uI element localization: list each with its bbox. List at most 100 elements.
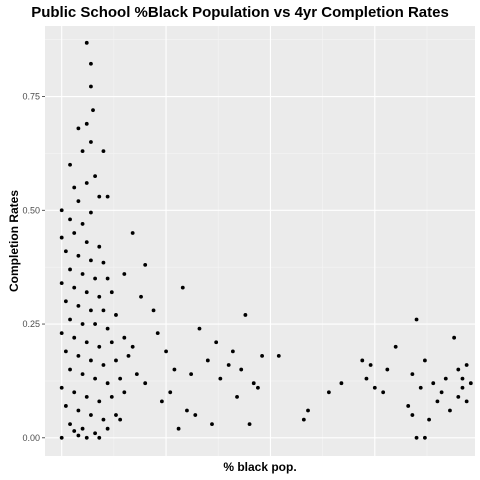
data-point (159, 399, 164, 404)
data-point (118, 376, 123, 381)
data-point (109, 290, 114, 295)
data-point (406, 404, 411, 408)
data-point (230, 349, 235, 354)
data-point (101, 363, 106, 367)
data-point (410, 413, 415, 417)
data-point (423, 435, 427, 440)
data-point (105, 426, 110, 431)
data-point (89, 413, 93, 417)
data-point (423, 358, 427, 363)
data-point (84, 40, 89, 45)
data-point (59, 281, 64, 285)
data-point (130, 344, 135, 349)
y-tick-label: 0.75 (22, 92, 40, 102)
data-point (109, 394, 114, 399)
data-point (59, 208, 64, 213)
data-point (385, 367, 390, 372)
data-point (97, 399, 102, 404)
data-point (180, 285, 185, 290)
data-point (368, 363, 373, 367)
data-point (63, 249, 68, 254)
data-point (97, 244, 102, 249)
data-point (306, 408, 310, 413)
data-point (205, 358, 210, 363)
data-point (80, 372, 85, 376)
data-points (59, 40, 473, 440)
data-point (59, 435, 64, 440)
data-point (464, 363, 469, 367)
data-point (122, 335, 127, 340)
data-point (105, 276, 110, 281)
data-point (59, 235, 64, 240)
data-point (68, 162, 72, 167)
data-point (89, 358, 93, 363)
data-point (59, 385, 64, 390)
data-point (76, 199, 81, 204)
data-point (122, 272, 127, 276)
y-tick-label: 0.50 (22, 205, 40, 215)
data-point (63, 404, 68, 408)
data-point (464, 399, 469, 404)
data-point (168, 390, 173, 395)
data-point (68, 267, 72, 272)
data-point (72, 429, 77, 433)
data-point (89, 84, 93, 89)
data-point (364, 376, 369, 381)
data-point (93, 276, 97, 281)
data-point (414, 435, 419, 440)
data-point (63, 299, 68, 304)
data-point (97, 194, 102, 199)
data-point (80, 426, 85, 431)
data-point (360, 358, 365, 363)
data-point (84, 290, 89, 295)
y-tick-label: 0.00 (22, 433, 40, 443)
data-point (460, 376, 465, 381)
data-point (80, 222, 85, 226)
data-point (89, 308, 93, 313)
x-axis-label: % black pop. (223, 460, 297, 474)
y-axis-ticks: 0.00 0.25 0.50 0.75 (22, 92, 45, 443)
data-point (59, 331, 64, 336)
data-point (89, 258, 93, 263)
data-point (80, 272, 85, 276)
plot-panel (45, 26, 475, 456)
data-point (218, 376, 223, 381)
data-point (84, 240, 89, 245)
data-point (93, 431, 97, 436)
data-point (105, 381, 110, 386)
data-point (109, 340, 114, 345)
data-point (76, 253, 81, 258)
data-point (89, 140, 93, 144)
data-point (76, 126, 81, 131)
data-point (97, 294, 102, 299)
data-point (84, 340, 89, 345)
data-point (101, 308, 106, 313)
data-point (193, 413, 198, 417)
data-point (97, 435, 102, 440)
data-point (414, 317, 419, 322)
data-point (114, 358, 118, 363)
data-point (80, 149, 85, 154)
data-point (410, 372, 415, 376)
data-point (139, 294, 143, 299)
data-point (91, 108, 95, 113)
data-point (101, 417, 106, 422)
y-tick-label: 0.25 (22, 319, 40, 329)
data-point (226, 363, 231, 367)
data-point (239, 367, 244, 372)
data-point (93, 322, 97, 326)
data-point (381, 390, 386, 395)
data-point (76, 353, 81, 358)
data-point (97, 344, 102, 349)
data-point (68, 217, 72, 222)
data-point (164, 349, 168, 354)
data-point (247, 422, 252, 427)
data-point (76, 433, 81, 438)
data-point (172, 367, 177, 372)
data-point (84, 121, 89, 126)
data-point (456, 394, 461, 399)
data-point (118, 417, 123, 422)
data-point (72, 285, 77, 290)
data-point (435, 399, 440, 404)
